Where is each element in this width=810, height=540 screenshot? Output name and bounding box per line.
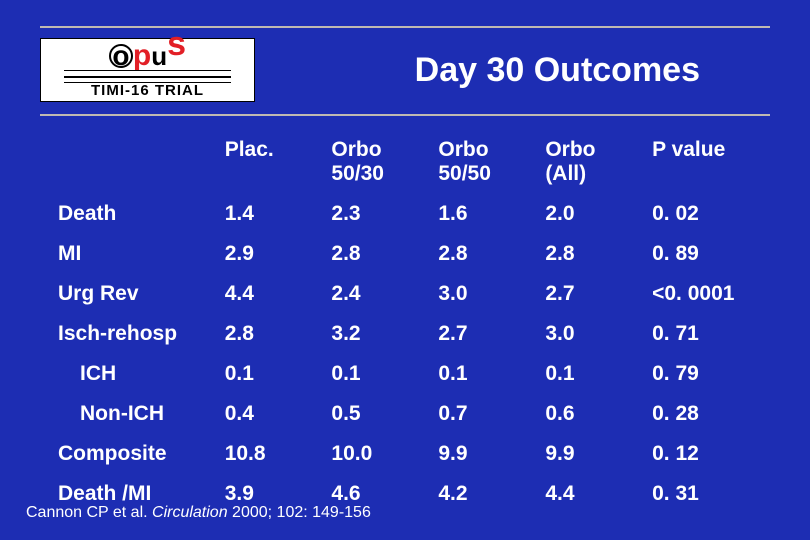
cell: 4.4 (219, 274, 326, 314)
col-header-orboall-label: Orbo(All) (545, 138, 595, 185)
cell: 1.6 (432, 194, 539, 234)
cell: 0. 89 (646, 234, 770, 274)
row-label: Urg Rev (52, 274, 219, 314)
row-label: Isch-rehosp (52, 314, 219, 354)
logo-opus: opus (109, 41, 186, 68)
cell: 0.1 (219, 354, 326, 394)
logo-staff-lines (64, 70, 231, 78)
row-label: Death (52, 194, 219, 234)
cell: 0.6 (539, 394, 646, 434)
cell: 2.9 (219, 234, 326, 274)
cell: 9.9 (432, 434, 539, 474)
outcomes-table: Plac. Orbo50/30 Orbo50/50 Orbo(All) P va… (52, 130, 770, 514)
cell: 3.0 (432, 274, 539, 314)
cell: 0. 02 (646, 194, 770, 234)
citation: Cannon CP et al. Circulation 2000; 102: … (26, 504, 371, 522)
cell: 0.4 (219, 394, 326, 434)
header-row: opus TIMI-16 TRIAL Day 30 Outcomes (40, 38, 770, 102)
col-header-orbo2: Orbo50/50 (432, 130, 539, 194)
row-label: Composite (52, 434, 219, 474)
cell: <0. 0001 (646, 274, 770, 314)
cell: 0. 28 (646, 394, 770, 434)
cell: 2.7 (432, 314, 539, 354)
table-row: Urg Rev4.42.43.02.7<0. 0001 (52, 274, 770, 314)
cell: 2.8 (432, 234, 539, 274)
table-row: Composite10.810.09.99.90. 12 (52, 434, 770, 474)
table-row: Non-ICH0.40.50.70.60. 28 (52, 394, 770, 434)
logo-timi-text: TIMI-16 TRIAL (91, 82, 204, 99)
table-row: Isch-rehosp2.83.22.73.00. 71 (52, 314, 770, 354)
cell: 1.4 (219, 194, 326, 234)
cell: 2.0 (539, 194, 646, 234)
col-header-orbo2-label: Orbo50/50 (438, 138, 491, 185)
cell: 0.1 (539, 354, 646, 394)
table-body: Death1.42.31.62.00. 02MI2.92.82.82.80. 8… (52, 194, 770, 514)
cell: 2.8 (325, 234, 432, 274)
citation-author: Cannon CP et al. (26, 504, 152, 521)
row-label: ICH (52, 354, 219, 394)
sub-rule (40, 114, 770, 116)
cell: 0.1 (325, 354, 432, 394)
citation-rest: 2000; 102: 149-156 (228, 504, 371, 521)
cell: 2.7 (539, 274, 646, 314)
col-header-orboall: Orbo(All) (539, 130, 646, 194)
cell: 2.3 (325, 194, 432, 234)
cell: 0.7 (432, 394, 539, 434)
col-header-orbo1: Orbo50/30 (325, 130, 432, 194)
slide-title: Day 30 Outcomes (415, 51, 700, 90)
cell: 3.2 (325, 314, 432, 354)
top-rule (40, 26, 770, 28)
cell: 2.8 (539, 234, 646, 274)
cell: 0. 71 (646, 314, 770, 354)
citation-journal: Circulation (152, 504, 228, 521)
table-row: Death1.42.31.62.00. 02 (52, 194, 770, 234)
logo-box: opus TIMI-16 TRIAL (40, 38, 255, 102)
col-header-blank (52, 130, 219, 194)
col-header-plac: Plac. (219, 130, 326, 194)
table-row: MI2.92.82.82.80. 89 (52, 234, 770, 274)
table-row: ICH0.10.10.10.10. 79 (52, 354, 770, 394)
cell: 0.1 (432, 354, 539, 394)
cell: 2.4 (325, 274, 432, 314)
cell: 10.0 (325, 434, 432, 474)
col-header-pvalue: P value (646, 130, 770, 194)
cell: 10.8 (219, 434, 326, 474)
cell: 9.9 (539, 434, 646, 474)
cell: 4.4 (539, 474, 646, 514)
cell: 0. 31 (646, 474, 770, 514)
cell: 0. 79 (646, 354, 770, 394)
cell: 4.2 (432, 474, 539, 514)
cell: 0.5 (325, 394, 432, 434)
row-label: Non-ICH (52, 394, 219, 434)
cell: 3.0 (539, 314, 646, 354)
cell: 2.8 (219, 314, 326, 354)
cell: 0. 12 (646, 434, 770, 474)
col-header-orbo1-label: Orbo50/30 (331, 138, 384, 185)
row-label: MI (52, 234, 219, 274)
table-header-row: Plac. Orbo50/30 Orbo50/50 Orbo(All) P va… (52, 130, 770, 194)
